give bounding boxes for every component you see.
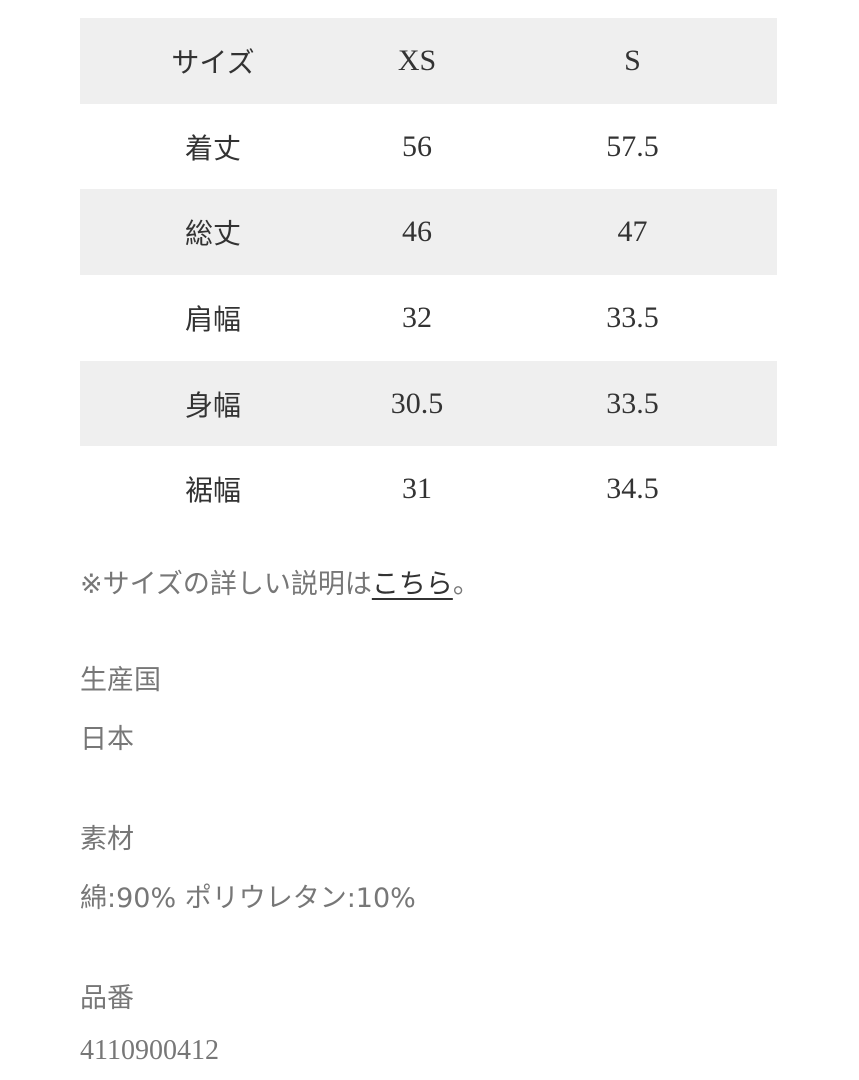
table-row: 総丈 46 47 <box>80 189 777 276</box>
size-table: サイズ XS S 着丈 56 57.5 総丈 46 47 肩幅 32 33.5 … <box>80 18 777 532</box>
table-header-row: サイズ XS S <box>80 18 777 104</box>
cell-s: 57.5 <box>606 129 659 163</box>
product-number-value: 4110900412 <box>80 1035 219 1066</box>
size-note: ※サイズの詳しい説明はこちら。 <box>80 562 480 601</box>
cell-xs: 30.5 <box>346 360 488 447</box>
table-row: 裾幅 31 34.5 <box>80 446 777 532</box>
material-label: 素材 <box>80 824 134 855</box>
cell-s: 33.5 <box>488 360 777 447</box>
material-value: 綿:90% ポリウレタン:10% <box>80 883 416 914</box>
note-text: ※サイズの詳しい説明は <box>80 569 372 600</box>
header-cell: S <box>488 18 777 104</box>
cell-s: 47 <box>488 189 777 276</box>
header-cell: XS <box>346 18 488 104</box>
note-suffix: 。 <box>452 569 480 600</box>
origin-label: 生産国 <box>80 665 161 696</box>
row-label: 肩幅 <box>184 302 241 336</box>
row-label: 総丈 <box>80 189 346 276</box>
cell-xs: 46 <box>346 189 488 276</box>
product-number-label: 品番 <box>80 983 134 1014</box>
cell-xs: 31 <box>402 472 432 506</box>
size-guide-link[interactable]: こちら <box>371 569 453 600</box>
row-label: 裾幅 <box>184 474 241 508</box>
table-row: 肩幅 32 33.5 <box>80 275 777 361</box>
table-row: 着丈 56 57.5 <box>80 104 777 190</box>
row-label: 身幅 <box>80 360 346 447</box>
table-row: 身幅 30.5 33.5 <box>80 360 777 447</box>
cell-s: 33.5 <box>606 300 659 334</box>
cell-s: 34.5 <box>606 472 659 506</box>
cell-xs: 56 <box>402 129 432 163</box>
origin-value: 日本 <box>80 724 134 755</box>
cell-xs: 32 <box>402 300 432 334</box>
row-label: 着丈 <box>184 131 241 165</box>
header-cell: サイズ <box>80 18 346 104</box>
